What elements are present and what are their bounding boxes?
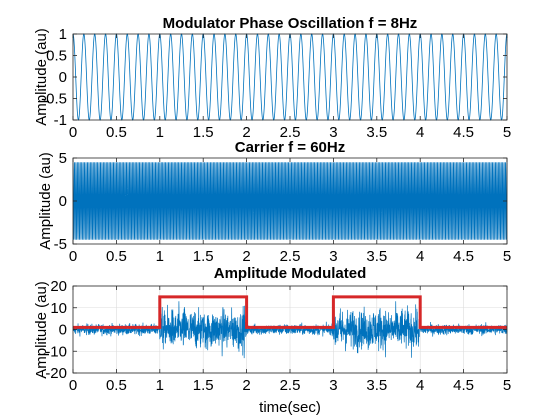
x-tick-label: 0.5: [106, 377, 127, 394]
x-tick-label: 2: [242, 124, 250, 141]
envelope-step-line: [73, 295, 507, 329]
x-tick-label: 4.5: [453, 124, 474, 141]
x-tick-label: 4.5: [453, 377, 474, 394]
x-tick-label: 3: [329, 124, 337, 141]
y-tick-label: 0: [59, 69, 67, 86]
x-tick-label: 2.5: [280, 377, 301, 394]
plot-area: [73, 34, 507, 120]
x-tick-label: 3: [329, 248, 337, 265]
x-tick-label: 4: [416, 124, 424, 141]
y-ticks: -1 -0.5 0 0.5 1: [41, 26, 507, 129]
y-ticks: -20 -10 0 10 20: [45, 278, 507, 382]
x-ticks: 0 0.5 1 1.5 2 2.5 3 3.5 4 4.5 5: [69, 158, 511, 265]
chart-title: Amplitude Modulated: [214, 265, 367, 282]
y-tick-label: 1: [59, 26, 67, 43]
chart-title: Modulator Phase Oscillation f = 8Hz: [163, 15, 418, 32]
y-axis-label: Amplitude (au): [37, 152, 54, 250]
x-tick-label: 3.5: [366, 248, 387, 265]
x-tick-label: 3: [329, 377, 337, 394]
y-tick-label: 0: [59, 322, 67, 339]
x-tick-label: 1.5: [193, 248, 214, 265]
y-tick-label: 0: [59, 193, 67, 210]
x-tick-label: 2.5: [280, 248, 301, 265]
y-tick-label: 20: [50, 278, 67, 295]
y-axis-label: Amplitude (au): [33, 281, 50, 379]
panel-carrier: 0 0.5 1 1.5 2 2.5 3 3.5 4 4.5 5 -505 Carrier f = 6…: [37, 139, 511, 265]
x-tick-label: 0.5: [106, 248, 127, 265]
x-tick-label: 0.5: [106, 124, 127, 141]
x-tick-label: 5: [503, 377, 511, 394]
y-tick-label: -10: [45, 343, 67, 360]
panel-modulator: 0 0.5 1 1.5 2 2.5 3 3.5 4 4.5 5 -1-0.500.51 Modula…: [33, 15, 511, 141]
x-tick-label: 1: [156, 248, 164, 265]
x-axis-label: time(sec): [259, 399, 321, 416]
x-tick-label: 5: [503, 248, 511, 265]
series-group: [72, 162, 508, 240]
x-tick-label: 1.5: [193, 377, 214, 394]
x-ticks: 0 0.5 1 1.5 2 2.5 3 3.5 4 4.5 5: [69, 34, 511, 141]
x-tick-label: 4: [416, 248, 424, 265]
series-group: [72, 295, 508, 359]
x-tick-label: 2: [242, 248, 250, 265]
y-tick-label: 10: [50, 300, 67, 317]
x-tick-label: 0: [69, 124, 77, 141]
y-tick-label: 5: [59, 150, 67, 167]
y-tick-label: -5: [54, 236, 67, 253]
x-ticks: 0 0.5 1 1.5 2 2.5 3 3.5 4 4.5 5: [69, 286, 511, 394]
x-tick-label: 2: [242, 377, 250, 394]
x-tick-label: 2.5: [280, 124, 301, 141]
x-tick-label: 0: [69, 248, 77, 265]
x-tick-label: 4: [416, 377, 424, 394]
x-tick-label: 3.5: [366, 124, 387, 141]
x-tick-label: 3.5: [366, 377, 387, 394]
x-tick-label: 4.5: [453, 248, 474, 265]
y-ticks: -5 0 5: [54, 150, 507, 253]
x-tick-label: 1: [156, 377, 164, 394]
chart-title: Carrier f = 60Hz: [235, 139, 345, 156]
y-tick-label: -20: [45, 365, 67, 382]
x-tick-label: 0: [69, 377, 77, 394]
y-tick-label: -0.5: [41, 91, 67, 108]
x-tick-label: 1.5: [193, 124, 214, 141]
y-tick-label: -1: [54, 112, 67, 129]
y-axis-label: Amplitude (au): [33, 28, 50, 126]
y-tick-label: 0.5: [46, 48, 67, 65]
x-tick-label: 1: [156, 124, 164, 141]
x-tick-label: 5: [503, 124, 511, 141]
series-line-0: [72, 162, 508, 240]
